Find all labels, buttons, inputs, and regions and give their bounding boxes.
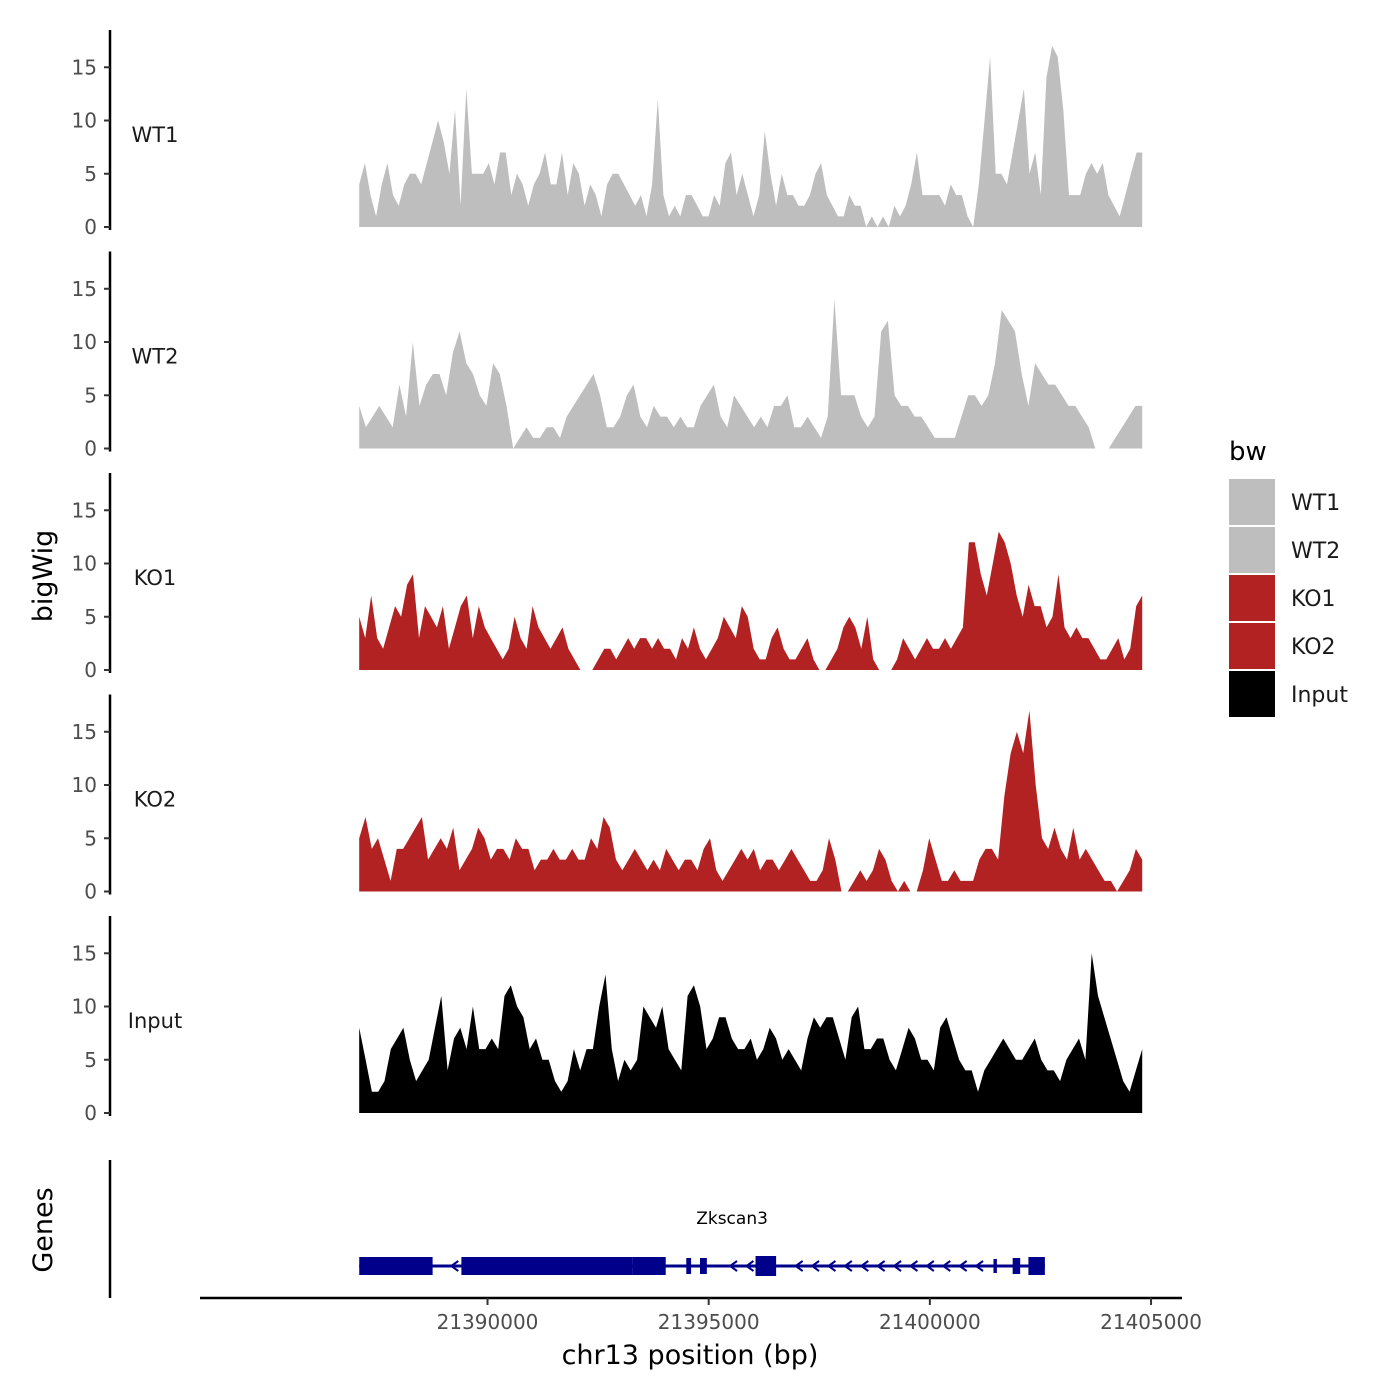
x-tick-label: 21395000 xyxy=(658,1310,760,1334)
strand-arrow xyxy=(728,1260,738,1272)
coverage-area-wt2 xyxy=(359,299,1143,449)
track-label-input: Input xyxy=(128,1009,182,1033)
strand-arrow xyxy=(925,1260,935,1272)
strand-arrow xyxy=(744,1260,755,1272)
y-tick-label: 10 xyxy=(72,552,97,576)
strand-arrow xyxy=(875,1260,886,1272)
x-tick-label: 21390000 xyxy=(437,1310,539,1334)
strand-arrow xyxy=(449,1260,459,1272)
track-wt1: 0 5 10 15 WT1 xyxy=(72,30,1143,239)
y-tick-label: 10 xyxy=(72,109,97,133)
y-tick-label: 0 xyxy=(84,1101,97,1125)
coverage-area-ko2 xyxy=(359,710,1143,892)
strand-arrow xyxy=(826,1260,837,1272)
coverage-area-wt1 xyxy=(359,46,1143,227)
track-wt2: 0 5 10 15 WT2 xyxy=(72,251,1143,461)
legend-key-wt1 xyxy=(1229,479,1275,525)
gene-exon xyxy=(359,1257,433,1275)
gene-exon xyxy=(461,1257,633,1275)
x-tick-label: 21405000 xyxy=(1100,1310,1202,1334)
strand-arrow xyxy=(859,1260,869,1272)
y-tick-label: 5 xyxy=(84,826,97,850)
y-tick-label: 15 xyxy=(72,720,97,744)
gene-exon xyxy=(632,1257,666,1275)
coverage-area-ko1 xyxy=(359,531,1143,670)
track-input: 0 5 10 15 Input xyxy=(72,916,1143,1125)
genes-track: Zkscan3 xyxy=(108,1160,1045,1298)
y-tick-label: 15 xyxy=(72,941,97,965)
y-tick-label: 10 xyxy=(72,995,97,1019)
strand-arrow xyxy=(974,1260,984,1272)
strand-arrow xyxy=(810,1260,820,1272)
track-label-wt1: WT1 xyxy=(132,123,179,147)
track-label-wt2: WT2 xyxy=(132,345,179,369)
strand-arrow xyxy=(843,1260,853,1272)
gene-exon xyxy=(700,1258,707,1274)
strand-arrow xyxy=(793,1260,804,1272)
legend-label-ko2: KO2 xyxy=(1291,635,1336,660)
gene-exon xyxy=(993,1259,997,1273)
tracks-layer: 0 5 10 15 WT1 0 5 10 15 WT2 0 5 10 15 KO1 0 5 10 15 KO2 0 5 10… xyxy=(72,30,1143,1125)
x-tick-label: 21400000 xyxy=(879,1310,981,1334)
y-tick-label: 10 xyxy=(72,330,97,354)
coverage-area-input xyxy=(359,953,1143,1113)
x-axis: 21390000 21395000 21400000 21405000 xyxy=(200,1296,1202,1334)
y-tick-label: 0 xyxy=(84,215,97,239)
gene-label: Zkscan3 xyxy=(696,1209,768,1229)
legend-key-wt2 xyxy=(1229,527,1275,573)
y-tick-label: 5 xyxy=(84,162,97,186)
y-tick-label: 15 xyxy=(72,498,97,522)
gene-exon xyxy=(1028,1257,1045,1275)
gene-exon xyxy=(1012,1258,1021,1274)
legend-label-ko1: KO1 xyxy=(1291,587,1336,612)
legend-key-ko1 xyxy=(1229,575,1275,621)
x-axis-title: chr13 position (bp) xyxy=(562,1340,819,1371)
gene-exon xyxy=(686,1258,692,1274)
gene-exon xyxy=(755,1256,777,1276)
y-tick-label: 5 xyxy=(84,383,97,407)
y-axis-title: bigWig xyxy=(28,530,59,623)
y-tick-label: 0 xyxy=(84,658,97,682)
strand-arrow xyxy=(957,1260,968,1272)
genes-axis-title: Genes xyxy=(28,1187,59,1272)
y-tick-label: 0 xyxy=(84,880,97,904)
strand-arrow xyxy=(941,1260,951,1272)
y-tick-label: 15 xyxy=(72,277,97,301)
legend-title: bw xyxy=(1229,437,1267,467)
track-label-ko1: KO1 xyxy=(134,566,177,590)
track-label-ko2: KO2 xyxy=(134,788,177,812)
strand-arrow xyxy=(892,1260,902,1272)
track-ko2: 0 5 10 15 KO2 xyxy=(72,694,1143,904)
legend-label-wt2: WT2 xyxy=(1291,539,1340,564)
legend-key-input xyxy=(1229,671,1275,717)
legend: bw WT1 WT2 KO1 KO2 Input xyxy=(1229,437,1348,717)
track-ko1: 0 5 10 15 KO1 xyxy=(72,473,1143,682)
strand-arrow xyxy=(908,1260,919,1272)
legend-label-wt1: WT1 xyxy=(1291,491,1340,516)
y-tick-label: 15 xyxy=(72,55,97,79)
legend-key-ko2 xyxy=(1229,623,1275,669)
y-tick-label: 10 xyxy=(72,773,97,797)
legend-label-input: Input xyxy=(1291,683,1348,708)
y-tick-label: 0 xyxy=(84,437,97,461)
y-tick-label: 5 xyxy=(84,605,97,629)
y-tick-label: 5 xyxy=(84,1048,97,1072)
